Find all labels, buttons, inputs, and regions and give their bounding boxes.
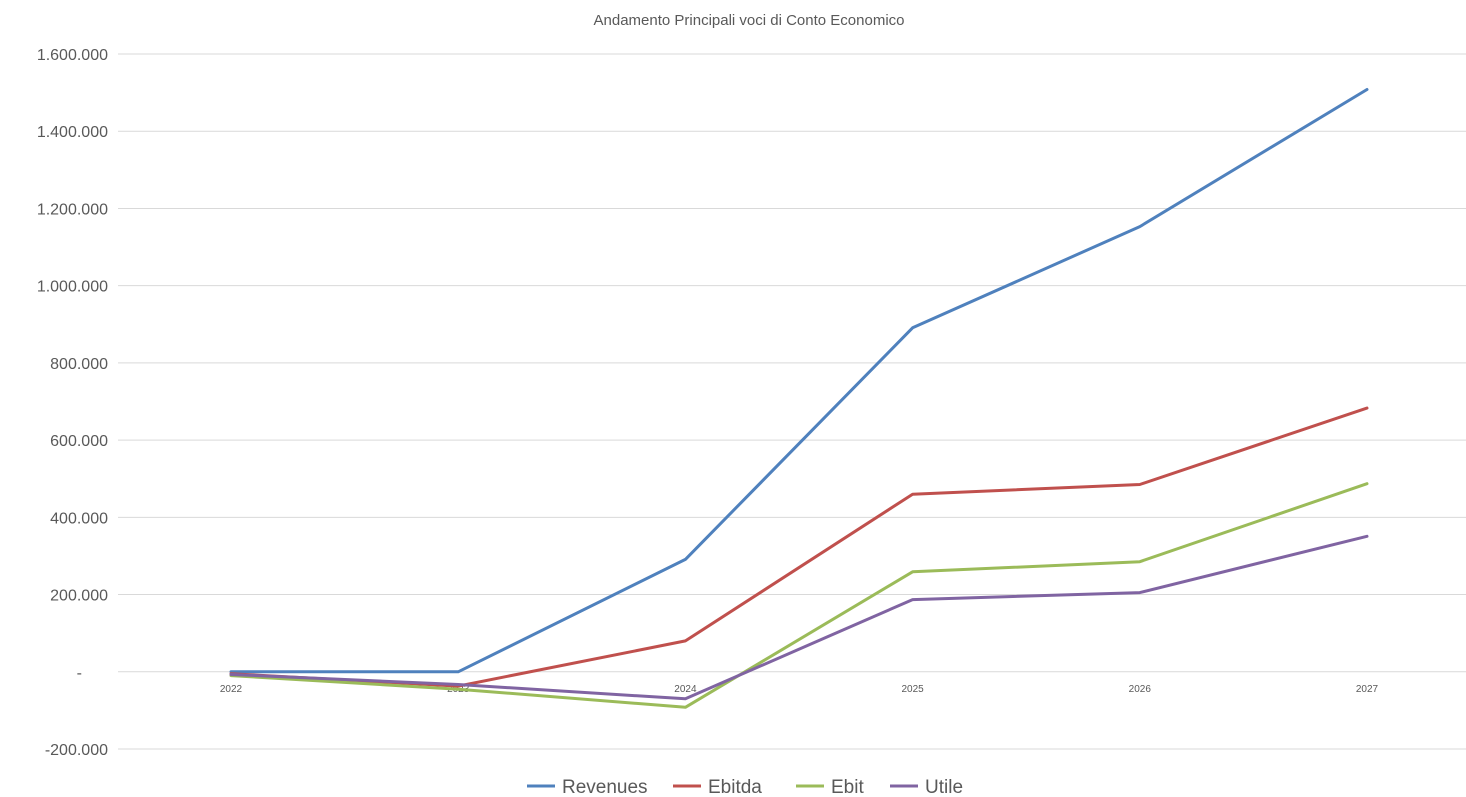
series-line-utile <box>229 534 1369 701</box>
x-tick-label: 2022 <box>220 684 243 695</box>
series-line-revenues <box>229 88 1369 674</box>
x-tick-label: 2024 <box>674 684 697 695</box>
y-tick-label: -200.000 <box>45 742 108 759</box>
y-axis-tick-labels: 1.600.000 1.400.000 1.200.000 1.000.000 800.… <box>37 47 108 759</box>
series-line-ebitda <box>229 406 1369 688</box>
series-line-ebit <box>229 482 1369 709</box>
y-tick-label: 1.000.000 <box>37 279 108 296</box>
legend-label-ebitda: Ebitda <box>708 777 762 797</box>
legend: Revenues Ebitda Ebit Utile <box>527 777 963 797</box>
y-tick-label: - <box>77 665 82 682</box>
legend-label-utile: Utile <box>925 777 963 797</box>
legend-label-revenues: Revenues <box>562 777 648 797</box>
gridlines <box>118 53 1466 750</box>
legend-label-ebit: Ebit <box>831 777 864 797</box>
chart-title: Andamento Principali voci di Conto Econo… <box>594 12 905 29</box>
x-tick-label: 2026 <box>1129 684 1152 695</box>
y-tick-label: 400.000 <box>50 510 108 527</box>
x-tick-label: 2027 <box>1356 684 1379 695</box>
series-lines <box>229 88 1369 709</box>
y-tick-label: 800.000 <box>50 356 108 373</box>
y-tick-label: 1.400.000 <box>37 124 108 141</box>
y-tick-label: 600.000 <box>50 433 108 450</box>
y-tick-label: 1.600.000 <box>37 47 108 64</box>
y-tick-label: 1.200.000 <box>37 201 108 218</box>
x-tick-label: 2025 <box>901 684 924 695</box>
y-tick-label: 200.000 <box>50 588 108 605</box>
